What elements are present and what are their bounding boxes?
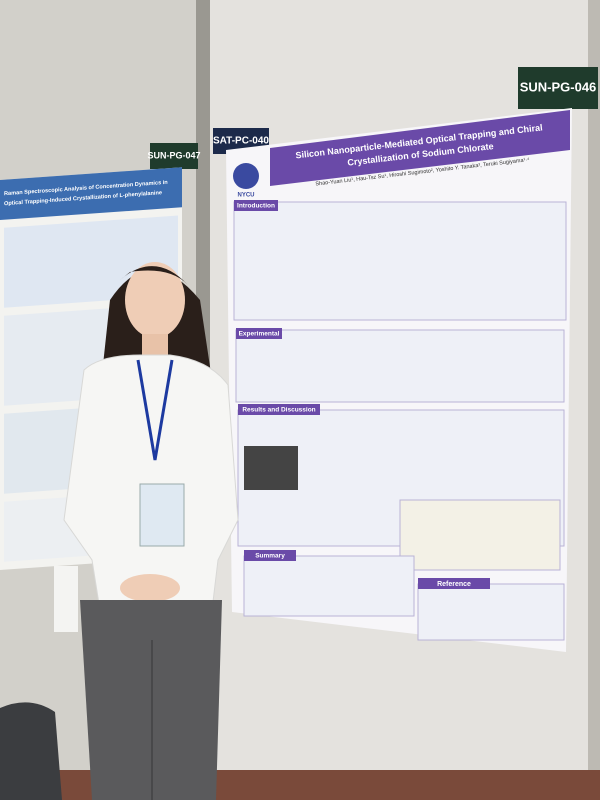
- section-title: Experimental: [239, 331, 280, 338]
- poster-block: [399, 499, 561, 571]
- micrograph: [244, 446, 298, 490]
- person: [63, 262, 239, 800]
- section-title: Reference: [437, 581, 471, 588]
- section-title: Introduction: [237, 203, 275, 210]
- poster-header: [0, 167, 182, 220]
- section-tab: [236, 328, 282, 339]
- poster-header: [270, 110, 570, 186]
- name-badge: [139, 483, 185, 547]
- section-tab: [244, 550, 296, 561]
- poster-block: [233, 201, 567, 321]
- section-tab: [418, 578, 490, 589]
- poster-block: [235, 329, 565, 403]
- face: [125, 262, 185, 338]
- logo-text: NYCU: [237, 193, 254, 199]
- section-title: Results and Discussion: [242, 407, 315, 414]
- hands: [120, 574, 180, 602]
- bangs: [120, 266, 188, 285]
- pole: [588, 0, 600, 800]
- main-poster: NYCU Silicon Nanoparticle-Mediated Optic…: [226, 108, 572, 652]
- section-tab: [234, 200, 278, 211]
- board-label-text: SUN-PG-046: [520, 79, 597, 94]
- section-title: Summary: [255, 553, 285, 560]
- bag: [0, 702, 62, 800]
- floor: [0, 770, 600, 800]
- board-label-text: SUN-PG-047: [147, 150, 200, 160]
- board-label: [150, 143, 198, 169]
- board-label: [518, 67, 598, 109]
- logo: [233, 163, 259, 189]
- paper-sheet: [54, 566, 78, 632]
- section-tab: [238, 404, 320, 415]
- poster-block: [243, 555, 415, 617]
- board-label-text: SAT-PC-040: [213, 136, 269, 147]
- lanyard: [136, 359, 174, 461]
- shirt: [63, 354, 239, 611]
- poster-block: [417, 583, 565, 641]
- neck: [142, 334, 168, 358]
